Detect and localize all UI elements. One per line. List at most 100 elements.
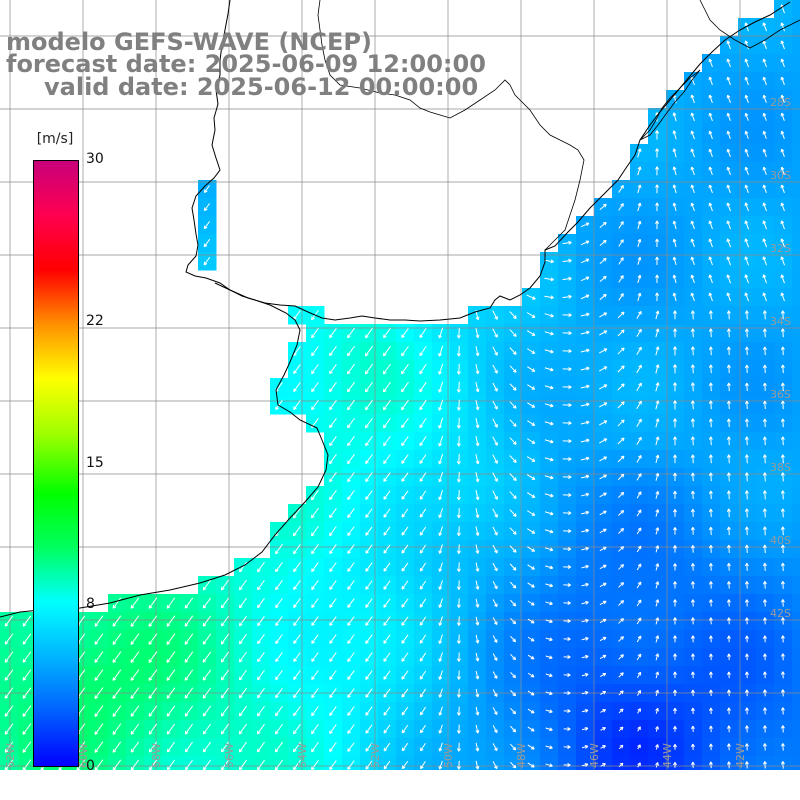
wind-arrow [257,651,265,663]
wind-arrow [726,220,731,230]
wind-arrow [275,634,283,645]
wind-arrow [744,382,749,392]
wind-arrow [599,456,608,462]
wind-arrow [311,346,319,357]
wind-arrow [112,723,122,735]
wind-arrow [544,439,554,444]
wind-arrow [690,94,695,104]
wind-arrow [419,598,427,608]
wind-arrow [726,148,731,158]
wind-arrow [637,689,642,696]
wind-arrow [726,292,731,302]
wind-arrow [166,741,176,753]
wind-arrow [293,562,301,573]
wind-arrow [617,401,625,409]
wind-arrow [475,346,480,357]
wind-arrow [419,399,427,411]
wind-arrow [780,761,785,769]
wind-arrow [509,365,517,373]
wind-arrow [690,508,695,517]
wind-arrow [509,311,517,319]
wind-arrow [22,669,32,681]
wind-arrow [347,742,355,752]
wind-arrow [456,417,461,429]
wind-arrow [365,508,373,518]
wind-arrow [655,292,659,302]
wind-arrow [456,508,461,519]
wind-arrow [438,634,443,644]
country-border [317,0,585,251]
wind-arrow [599,600,607,606]
wind-speed-cell [792,54,800,73]
wind-arrow [726,238,731,248]
wind-arrow [691,743,695,750]
wind-arrow [726,562,731,571]
wind-arrow [562,349,572,354]
wind-arrow [690,274,695,284]
wind-arrow [544,313,554,318]
wind-arrow [618,582,625,588]
wind-arrow [636,473,642,481]
wind-arrow [438,742,443,752]
wind-arrow [708,508,713,518]
wind-arrow [744,22,749,32]
wind-speed-cell [792,576,800,595]
wind-arrow [762,725,767,733]
wind-arrow [655,220,659,230]
wind-arrow [726,76,731,86]
wind-arrow [401,381,409,393]
wind-arrow [509,383,517,391]
wind-arrow [744,544,749,554]
wind-arrow [383,616,391,626]
latitude-label: 30S [770,169,791,182]
wind-arrow [475,453,480,465]
wind-arrow [708,653,713,661]
wind-arrow [329,399,337,411]
wind-arrow [329,652,337,662]
wind-arrow [581,762,589,767]
wind-arrow [690,563,695,571]
wind-arrow [691,761,695,768]
wind-arrow [744,184,749,194]
wind-arrow [562,421,572,426]
wind-arrow [673,382,677,392]
wind-arrow [636,653,642,661]
wind-arrow [690,328,695,338]
wind-arrow [762,653,767,661]
wind-arrow [655,418,660,428]
wind-arrow [401,508,409,518]
colorbar-tick-label: 22 [86,312,104,329]
wind-arrow [438,490,444,501]
wind-arrow [329,327,337,339]
wind-arrow [456,399,461,411]
wind-arrow [580,240,590,246]
wind-arrow [762,508,767,518]
wind-arrow [744,112,749,121]
wind-arrow [617,383,625,391]
wind-speed-cell [792,414,800,433]
wind-arrow [383,724,391,734]
wind-arrow [780,725,785,733]
wind-arrow [563,709,571,713]
wind-arrow [726,761,731,769]
wind-arrow [401,580,409,590]
wind-arrow [203,238,211,248]
wind-arrow [598,348,608,354]
wind-arrow [673,671,677,679]
wind-arrow [184,759,193,771]
wind-arrow [780,76,785,86]
wind-arrow [655,328,660,338]
wind-arrow [672,112,677,122]
wind-arrow [562,240,572,245]
wind-arrow [329,760,337,771]
lagoon-shore [639,69,701,141]
wind-arrow [184,651,194,663]
wind-arrow [311,400,319,411]
wind-speed-cell [792,324,800,343]
wind-arrow [708,400,713,410]
wind-arrow [637,708,641,714]
wind-arrow [762,562,767,571]
wind-arrow [329,670,337,680]
wind-arrow [364,345,373,357]
